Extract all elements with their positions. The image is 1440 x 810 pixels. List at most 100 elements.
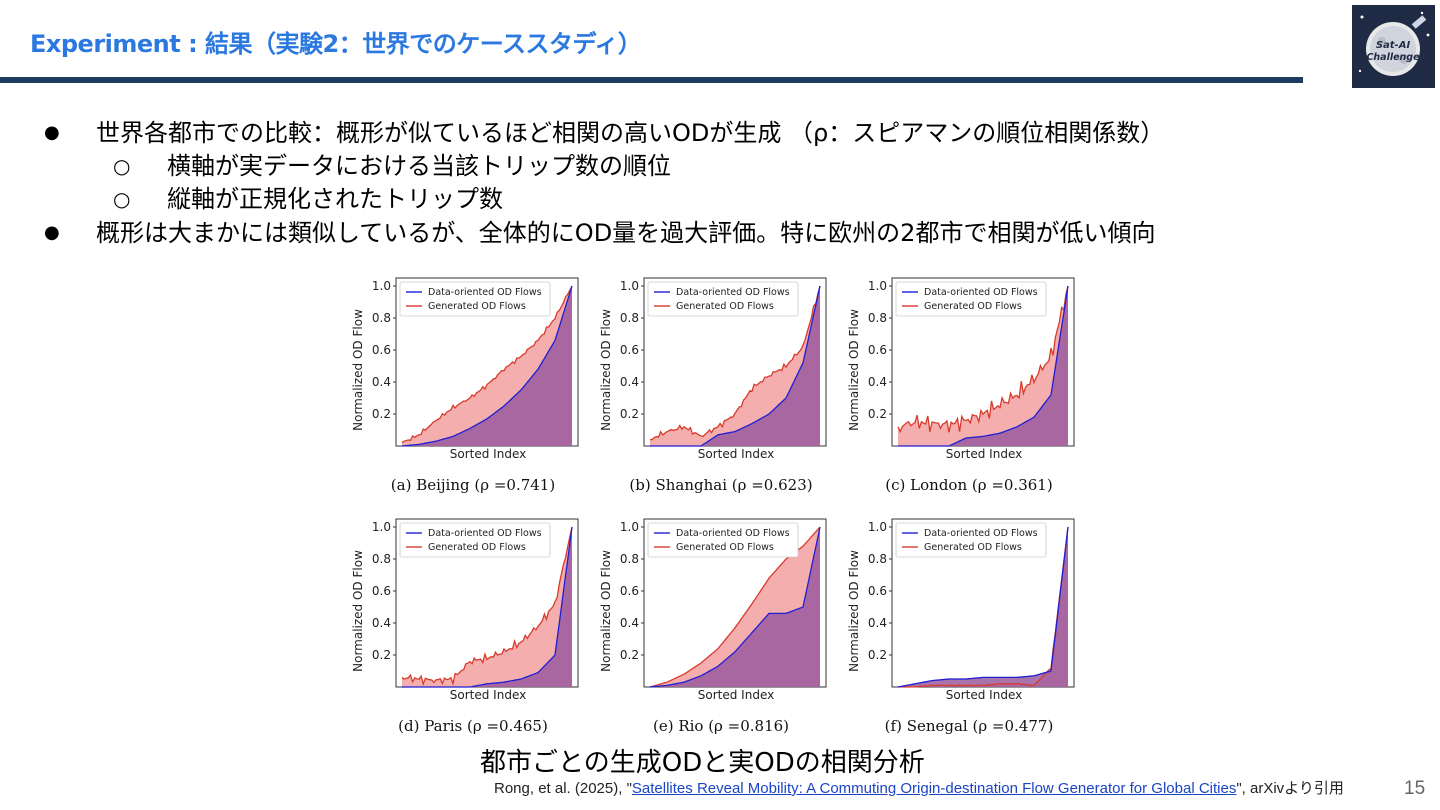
legend-box	[895, 522, 1047, 558]
data-line	[402, 526, 573, 688]
legend: Data-oriented OD Flows Generated OD Flows	[647, 522, 799, 558]
chart-subcaption: (e) Rio (ρ =0.816)	[653, 717, 789, 735]
legend-label-generated: Generated OD Flows	[676, 301, 774, 312]
y-tick-label: 0.4	[620, 375, 639, 389]
x-axis-label: Sorted Index	[946, 688, 1022, 702]
sat-ai-challenge-logo: Sat-AI Challenge	[1352, 5, 1435, 88]
correlation-figure: 0.2 0.4 0.6 0.8 1.0 Normalized OD Flow Sorted …	[340, 262, 1100, 742]
sub-bullet-dot: ○	[113, 187, 131, 211]
legend-label-data: Data-oriented OD Flows	[428, 528, 542, 539]
sub-bullet-item: ○ 縦軸が正規化されたトリップ数	[40, 183, 1330, 216]
chart-london: 0.2 0.4 0.6 0.8 1.0 Normalized OD Flow Sorted …	[847, 277, 1075, 494]
y-tick-label: 0.2	[620, 407, 639, 421]
y-tick-label: 1.0	[620, 520, 639, 534]
y-tick-label: 0.8	[620, 552, 639, 566]
y-tick-label: 0.2	[372, 407, 391, 421]
chart-grid: 0.2 0.4 0.6 0.8 1.0 Normalized OD Flow Sorted …	[351, 277, 1075, 735]
legend: Data-oriented OD Flows Generated OD Flows	[399, 522, 551, 558]
y-axis-label: Normalized OD Flow	[847, 309, 861, 431]
chart-subcaption: (d) Paris (ρ =0.465)	[398, 717, 548, 735]
chart-senegal: 0.2 0.4 0.6 0.8 1.0 Normalized OD Flow Sorted …	[847, 518, 1075, 735]
y-tick-label: 0.6	[372, 584, 391, 598]
y-tick-label: 0.6	[868, 343, 887, 357]
data-area	[650, 527, 820, 687]
citation-prefix: Rong, et al. (2025), "	[494, 780, 632, 797]
generated-line	[401, 285, 573, 444]
bullet-item: ● 概形は大まかには類似しているが、全体的にOD量を過大評価。特に欧州の2都市で…	[40, 216, 1330, 250]
sub-bullet-dot: ○	[113, 154, 131, 178]
legend-label-generated: Generated OD Flows	[924, 301, 1022, 312]
page-title: Experiment : 結果（実験2：世界でのケーススタディ）	[30, 30, 642, 58]
y-axis-label: Normalized OD Flow	[847, 550, 861, 672]
y-axis-label: Normalized OD Flow	[599, 309, 613, 431]
legend: Data-oriented OD Flows Generated OD Flows	[895, 281, 1047, 317]
data-line	[897, 526, 1069, 688]
citation-suffix: ", arXivより引用	[1236, 780, 1344, 797]
logo-icon: Sat-AI Challenge	[1358, 11, 1430, 76]
y-axis-label: Normalized OD Flow	[599, 550, 613, 672]
x-axis-label: Sorted Index	[698, 447, 774, 461]
data-line	[898, 285, 1069, 447]
sub-bullet-text: 横軸が実データにおける当該トリップ数の順位	[167, 152, 671, 180]
chart-subcaption: (a) Beijing (ρ =0.741)	[391, 476, 555, 494]
citation-link[interactable]: Satellites Reveal Mobility: A Commuting …	[631, 780, 1237, 797]
y-tick-label: 0.6	[372, 343, 391, 357]
y-tick-label: 0.4	[372, 616, 391, 630]
legend-box	[399, 281, 551, 317]
data-line	[650, 285, 821, 447]
y-tick-label: 0.2	[868, 648, 887, 662]
chart-paris: 0.2 0.4 0.6 0.8 1.0 Normalized OD Flow Sorted …	[351, 518, 579, 735]
page-number: 15	[1404, 778, 1426, 799]
generated-area	[898, 286, 1068, 446]
bullet-dot: ●	[44, 122, 60, 143]
svg-text:Challenge: Challenge	[1366, 52, 1420, 63]
data-line	[649, 526, 821, 688]
data-area	[402, 527, 572, 687]
legend-label-data: Data-oriented OD Flows	[428, 287, 542, 298]
legend-box	[895, 281, 1047, 317]
generated-area	[402, 527, 572, 687]
y-tick-label: 1.0	[372, 520, 391, 534]
bullet-text: 世界各都市での比較：概形が似ているほど相関の高いODが生成 （ρ：スピアマンの順…	[96, 119, 1165, 147]
chart-subcaption: (b) Shanghai (ρ =0.623)	[629, 476, 812, 494]
chart-shanghai: 0.2 0.4 0.6 0.8 1.0 Normalized OD Flow Sorted …	[599, 277, 827, 494]
y-tick-label: 0.8	[620, 311, 639, 325]
y-tick-label: 1.0	[620, 279, 639, 293]
generated-line	[650, 285, 821, 441]
legend-label-data: Data-oriented OD Flows	[924, 528, 1038, 539]
y-tick-label: 0.8	[372, 552, 391, 566]
legend-label-data: Data-oriented OD Flows	[676, 287, 790, 298]
legend: Data-oriented OD Flows Generated OD Flows	[895, 522, 1047, 558]
bullet-text: 概形は大まかには類似しているが、全体的にOD量を過大評価。特に欧州の2都市で相関…	[96, 219, 1156, 247]
legend-label-generated: Generated OD Flows	[924, 542, 1022, 553]
y-tick-label: 0.4	[868, 375, 887, 389]
y-tick-label: 0.8	[868, 552, 887, 566]
generated-line	[897, 526, 1069, 688]
y-tick-label: 0.8	[868, 311, 887, 325]
citation: Rong, et al. (2025), "Satellites Reveal …	[494, 777, 1344, 798]
legend-label-data: Data-oriented OD Flows	[924, 287, 1038, 298]
x-axis-label: Sorted Index	[946, 447, 1022, 461]
y-tick-label: 0.4	[372, 375, 391, 389]
y-axis-label: Normalized OD Flow	[351, 550, 365, 672]
y-tick-label: 0.8	[372, 311, 391, 325]
svg-text:Sat-AI: Sat-AI	[1376, 40, 1411, 51]
y-tick-label: 1.0	[868, 279, 887, 293]
legend-box	[647, 522, 799, 558]
y-tick-label: 0.2	[372, 648, 391, 662]
x-axis-label: Sorted Index	[450, 447, 526, 461]
data-line	[401, 285, 573, 447]
legend-label-generated: Generated OD Flows	[428, 301, 526, 312]
x-axis-label: Sorted Index	[698, 688, 774, 702]
generated-line	[897, 285, 1069, 434]
y-tick-label: 0.4	[868, 616, 887, 630]
bullet-dot: ●	[44, 222, 60, 243]
y-axis-label: Normalized OD Flow	[351, 309, 365, 431]
x-axis-label: Sorted Index	[450, 688, 526, 702]
bullet-item: ● 世界各都市での比較：概形が似ているほど相関の高いODが生成 （ρ：スピアマン…	[40, 116, 1330, 150]
sub-bullet-text: 縦軸が正規化されたトリップ数	[167, 185, 503, 213]
y-tick-label: 0.6	[868, 584, 887, 598]
chart-subcaption: (c) London (ρ =0.361)	[885, 476, 1052, 494]
y-tick-label: 1.0	[868, 520, 887, 534]
bullet-list: ● 世界各都市での比較：概形が似ているほど相関の高いODが生成 （ρ：スピアマン…	[40, 116, 1330, 250]
